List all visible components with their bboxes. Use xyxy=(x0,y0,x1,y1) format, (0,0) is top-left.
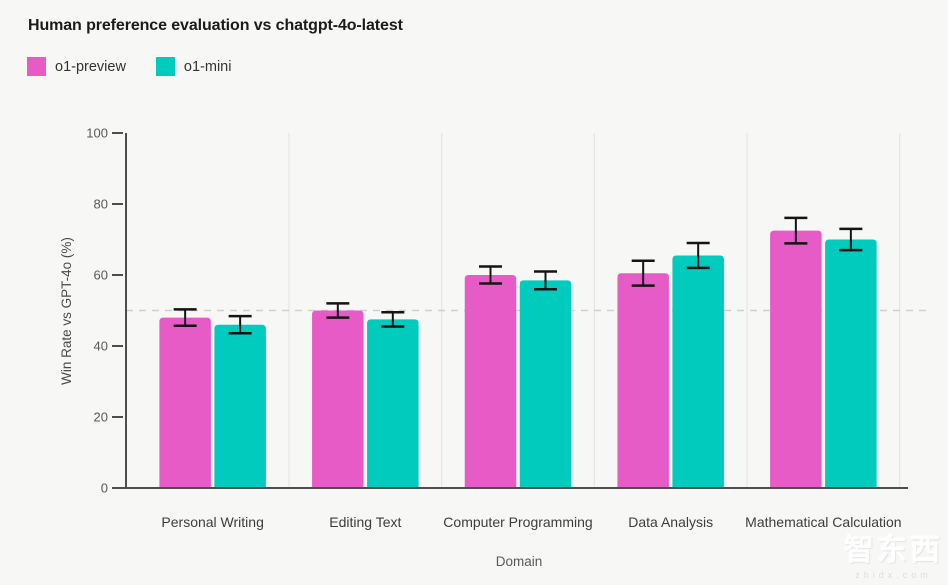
legend-label-o1-preview: o1-preview xyxy=(55,58,126,75)
legend-swatch-o1-preview-icon xyxy=(27,57,46,76)
bar-o1-preview-editing-text xyxy=(312,310,364,488)
x-tick-label-computer-programming: Computer Programming xyxy=(443,514,592,530)
legend-swatch-o1-mini-icon xyxy=(155,57,175,76)
x-tick-label-personal-writing: Personal Writing xyxy=(161,514,263,530)
y-tick-label-0: 0 xyxy=(101,481,108,496)
legend-item-o1-mini: o1-mini xyxy=(155,57,232,76)
bar-o1-mini-personal-writing xyxy=(214,324,266,488)
x-axis-title: Domain xyxy=(496,554,543,569)
bar-o1-mini-data-analysis xyxy=(672,255,724,488)
bar-o1-preview-personal-writing xyxy=(159,317,211,488)
y-tick-label-100: 100 xyxy=(86,126,108,141)
bar-o1-mini-editing-text xyxy=(367,319,419,488)
y-axis-title: Win Rate vs GPT-4o (%) xyxy=(59,237,74,385)
x-tick-label-mathematical-calculation: Mathematical Calculation xyxy=(745,514,901,530)
bar-o1-preview-data-analysis xyxy=(617,273,669,488)
bar-o1-preview-computer-programming xyxy=(464,275,517,488)
y-tick-label-20: 20 xyxy=(94,410,108,425)
y-tick-label-60: 60 xyxy=(94,268,108,283)
bar-o1-mini-mathematical-calculation xyxy=(825,239,877,488)
x-tick-label-data-analysis: Data Analysis xyxy=(628,514,713,530)
legend-item-o1-preview: o1-preview xyxy=(27,57,126,76)
bar-o1-mini-computer-programming xyxy=(519,280,572,488)
x-tick-label-editing-text: Editing Text xyxy=(329,514,401,530)
y-tick-label-80: 80 xyxy=(94,197,108,212)
chart-title: Human preference evaluation vs chatgpt-4… xyxy=(28,17,403,34)
bar-o1-preview-mathematical-calculation xyxy=(770,230,822,488)
legend-label-o1-mini: o1-mini xyxy=(183,58,232,75)
legend: o1-preview o1-mini xyxy=(27,57,231,76)
y-tick-label-40: 40 xyxy=(94,339,108,354)
